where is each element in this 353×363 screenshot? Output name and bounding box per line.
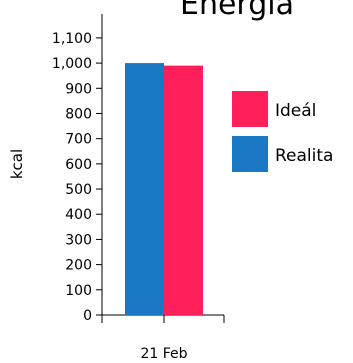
legend: Ideál Realita (232, 91, 333, 172)
y-axis-ticks: 0 100 200 300 400 500 600 700 800 900 1,000 1,100 (52, 31, 102, 324)
x-tick-label: 21 Feb (140, 346, 187, 362)
y-tick-label: 600 (65, 157, 92, 173)
bar-ideal (164, 65, 203, 315)
y-tick-label: 1,100 (52, 31, 92, 47)
y-axis-label: kcal (8, 149, 26, 179)
bars (125, 63, 203, 315)
y-tick-label: 800 (65, 106, 92, 122)
legend-swatch (232, 91, 268, 127)
y-tick-label: 700 (65, 132, 92, 148)
legend-label: Realita (275, 146, 333, 166)
y-tick-label: 900 (65, 81, 92, 97)
legend-label: Ideál (275, 101, 316, 121)
y-tick-label: 500 (65, 182, 92, 198)
x-axis-ticks: 21 Feb (101, 315, 225, 362)
y-tick-label: 1,000 (52, 56, 92, 72)
legend-swatch (232, 136, 268, 172)
bar-realita (125, 63, 164, 315)
y-tick-label: 200 (65, 258, 92, 274)
y-tick-label: 300 (65, 232, 92, 248)
chart-title: Energia (180, 0, 294, 22)
y-tick-label: 0 (83, 308, 92, 324)
y-tick-label: 100 (65, 283, 92, 299)
y-tick-label: 400 (65, 207, 92, 223)
